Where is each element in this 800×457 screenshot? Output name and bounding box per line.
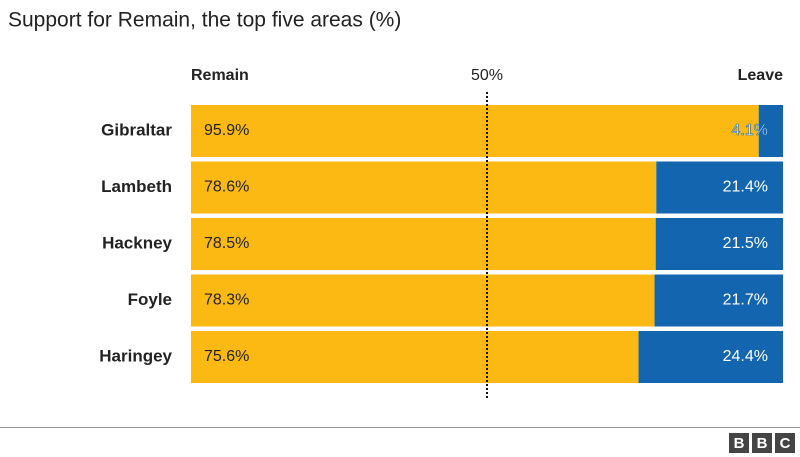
logo-letter: B	[757, 435, 768, 452]
bar-segment	[654, 274, 783, 327]
bar-segment	[656, 161, 783, 214]
bar-segment	[191, 161, 657, 214]
value-label: 75.6%	[204, 348, 249, 365]
value-label: 21.5%	[723, 235, 768, 252]
bar-segment	[655, 218, 783, 270]
value-label: 95.9%	[204, 122, 249, 139]
logo-letter: C	[780, 435, 791, 452]
bar-segment	[638, 331, 783, 383]
category-label: Gibraltar	[101, 120, 172, 139]
value-label: 21.7%	[723, 292, 768, 309]
category-label: Hackney	[102, 233, 172, 252]
value-label: 4.1%	[732, 122, 768, 139]
value-label: 21.4%	[723, 179, 768, 196]
logo-letter: B	[734, 435, 745, 452]
value-label: 78.6%	[204, 179, 249, 196]
bar-segment	[758, 105, 783, 157]
category-label: Lambeth	[101, 177, 172, 196]
value-label: 78.5%	[204, 235, 249, 252]
bar-segment	[191, 331, 639, 383]
bar-segment	[191, 274, 655, 327]
chart-title: Support for Remain, the top five areas (…	[8, 9, 401, 32]
logo-box	[729, 433, 749, 453]
bar-segment	[191, 218, 656, 270]
category-label: Foyle	[128, 290, 172, 309]
reference-label: 50%	[471, 67, 503, 84]
value-label: 78.3%	[204, 292, 249, 309]
category-label: Haringey	[99, 346, 172, 365]
bar-segment	[191, 105, 759, 157]
value-label: 24.4%	[723, 348, 768, 365]
legend-label: Leave	[738, 67, 783, 84]
logo-box	[775, 433, 795, 453]
legend-label: Remain	[191, 67, 249, 84]
logo-box	[752, 433, 772, 453]
